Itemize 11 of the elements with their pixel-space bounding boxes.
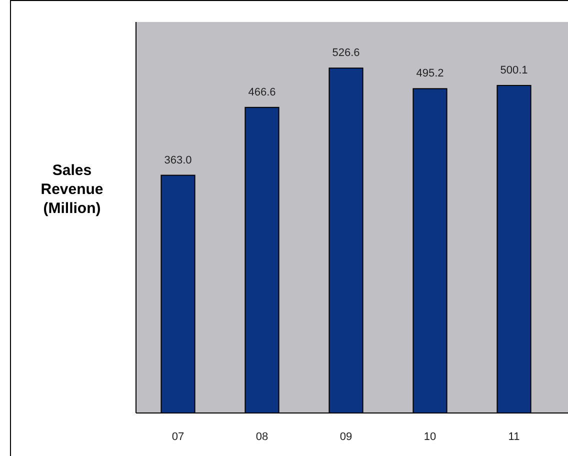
data-label: 495.2 xyxy=(416,68,444,80)
data-label: 526.6 xyxy=(332,47,360,60)
x-tick-label: 11 xyxy=(508,430,520,443)
data-label: 363.0 xyxy=(164,154,192,166)
x-tick-label: 09 xyxy=(340,430,352,443)
x-tick-label: 10 xyxy=(424,430,436,443)
x-tick-label: 07 xyxy=(172,430,184,443)
y-axis-title: Sales Revenue (Million) xyxy=(40,162,104,217)
x-tick-label: 08 xyxy=(256,430,268,443)
data-label: 466.6 xyxy=(248,86,276,98)
data-label: 500.1 xyxy=(500,64,528,76)
